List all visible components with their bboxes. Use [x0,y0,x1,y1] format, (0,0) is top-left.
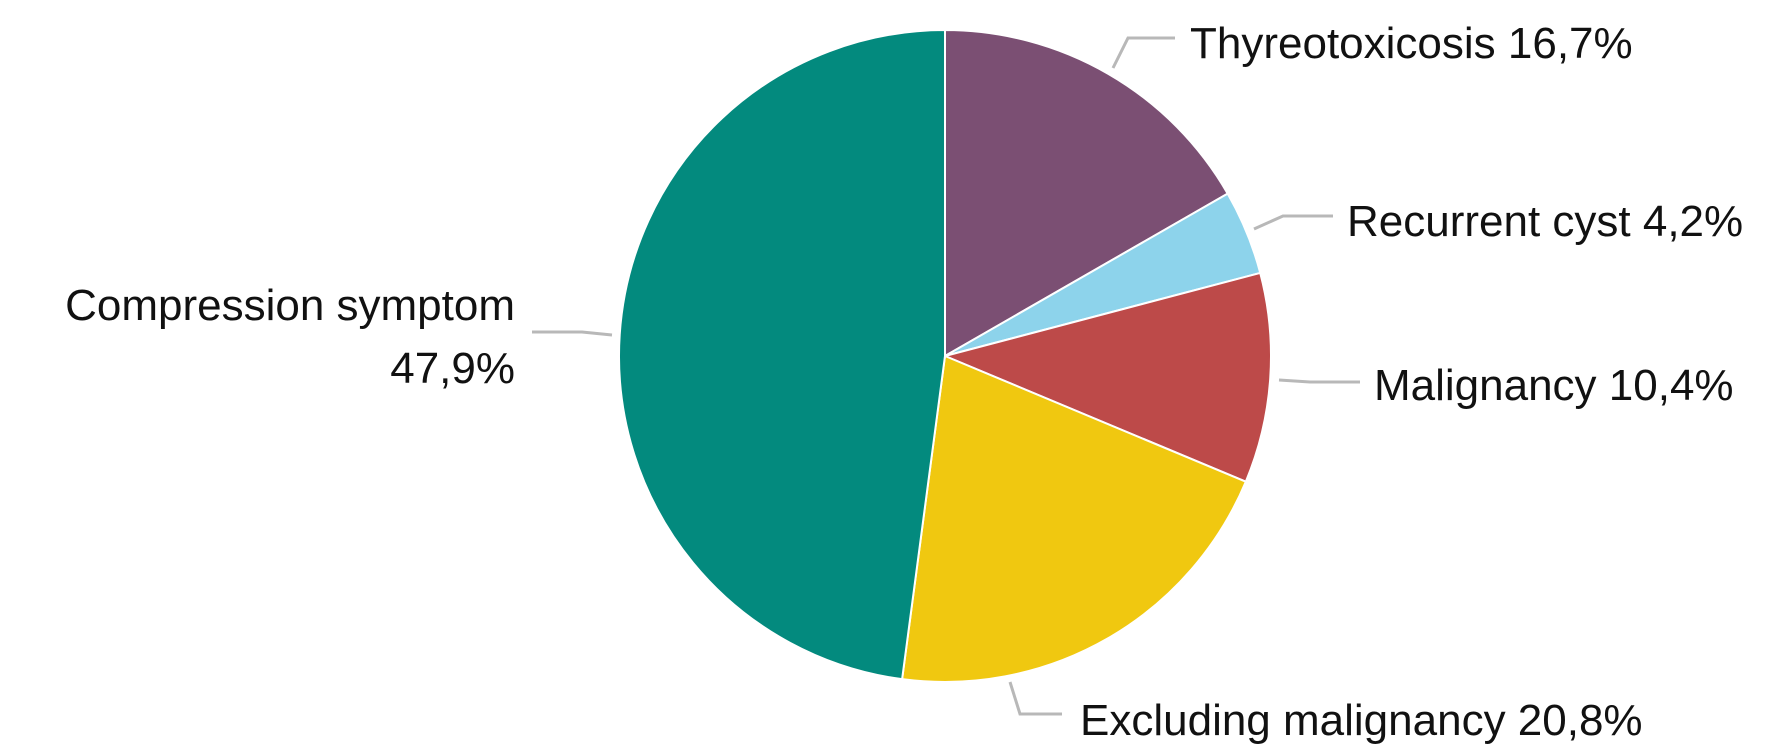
leader-line-malignancy [1278,378,1360,384]
label-compression-symptom-line2: 47,9% [390,344,515,393]
label-excluding-malignancy: Excluding malignancy 20,8% [1080,696,1643,745]
leader-line-compression-symptom [532,330,613,337]
label-recurrent-cyst: Recurrent cyst 4,2% [1347,197,1743,246]
pie-slice-malignancy [941,271,1272,484]
pie-slice-compression-symptom [618,28,946,681]
label-malignancy: Malignancy 10,4% [1374,361,1734,410]
pie-slice-excluding-malignancy [900,354,1248,683]
leader-line-excluding-malignancy [1008,681,1062,716]
pie-slice-thyreotoxicosis [944,28,1230,358]
pie-slices [618,28,1272,683]
leader-line-thyreotoxicosis [1111,36,1175,69]
label-thyreotoxicosis: Thyreotoxicosis 16,7% [1190,19,1633,68]
label-compression-symptom-line1: Compression symptom [65,281,515,330]
leader-line-recurrent-cyst [1253,214,1333,231]
